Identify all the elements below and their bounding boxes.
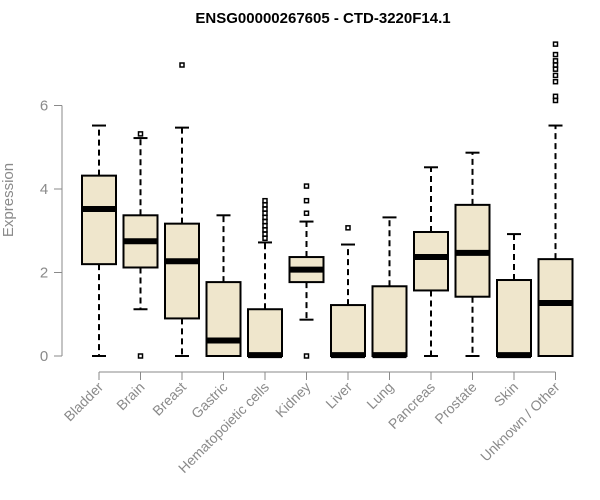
box-group xyxy=(288,183,325,359)
outlier-point xyxy=(262,231,268,237)
outlier-point xyxy=(552,93,559,100)
box-iqr xyxy=(247,308,283,357)
outlier-point xyxy=(552,97,559,104)
box-group xyxy=(371,216,408,359)
box-iqr xyxy=(496,279,532,358)
box-iqr xyxy=(371,285,408,357)
outlier-point xyxy=(303,197,310,204)
box-group xyxy=(81,124,117,357)
y-tick-label: 0 xyxy=(40,348,48,365)
box-group xyxy=(496,233,532,359)
box-group xyxy=(413,166,449,357)
box-group xyxy=(330,225,366,359)
x-tick-label: Bladder xyxy=(61,379,107,425)
box-iqr xyxy=(205,281,242,358)
box-group xyxy=(122,131,159,359)
outlier-point xyxy=(137,353,144,359)
outlier-point xyxy=(303,353,310,359)
chart-title: ENSG00000267605 - CTD-3220F14.1 xyxy=(195,10,450,27)
x-tick-label: Skin xyxy=(491,379,522,410)
x-tick-label: Breast xyxy=(149,379,189,419)
y-tick-label: 2 xyxy=(40,265,48,282)
x-tick-label: Brain xyxy=(113,379,147,413)
outlier-point xyxy=(262,202,268,208)
outlier-point xyxy=(552,78,559,85)
outlier-point xyxy=(552,51,559,58)
outlier-point xyxy=(552,66,559,72)
box-group xyxy=(247,197,283,359)
outlier-point xyxy=(262,235,268,242)
outlier-point xyxy=(552,41,559,47)
boxes xyxy=(81,41,574,359)
x-tick-label: Unknown / Other xyxy=(477,379,563,465)
outlier-point xyxy=(179,62,185,68)
outlier-point xyxy=(262,222,268,229)
x-tick-label: Liver xyxy=(322,379,355,412)
outlier-point xyxy=(262,214,268,221)
y-tick-label: 4 xyxy=(40,181,48,198)
y-axis: 0 2 4 6 xyxy=(40,98,63,365)
outlier-point xyxy=(552,58,559,64)
box-group xyxy=(454,151,491,357)
x-tick-label: Kidney xyxy=(272,379,314,421)
box-iqr xyxy=(164,222,200,320)
outlier-point xyxy=(262,218,268,225)
box-group xyxy=(164,62,200,357)
outlier-point xyxy=(262,197,268,204)
outlier-point xyxy=(262,227,268,233)
box-group xyxy=(537,41,574,358)
x-tick-label: Prostate xyxy=(431,379,479,427)
box-iqr xyxy=(81,174,117,266)
y-tick-label: 6 xyxy=(40,98,48,115)
box-iqr xyxy=(413,231,449,292)
outlier-point xyxy=(345,225,351,231)
box-iqr xyxy=(537,258,574,358)
box-group xyxy=(205,214,242,358)
outlier-point xyxy=(552,62,559,68)
outlier-point xyxy=(303,183,310,189)
x-tick-label: Lung xyxy=(363,379,396,412)
y-axis-label: Expression xyxy=(0,163,17,237)
outlier-point xyxy=(262,206,268,212)
outlier-point xyxy=(552,72,559,79)
outlier-point xyxy=(262,210,268,216)
outlier-point xyxy=(137,131,144,137)
box-iqr xyxy=(330,304,366,358)
outlier-point xyxy=(303,210,310,216)
